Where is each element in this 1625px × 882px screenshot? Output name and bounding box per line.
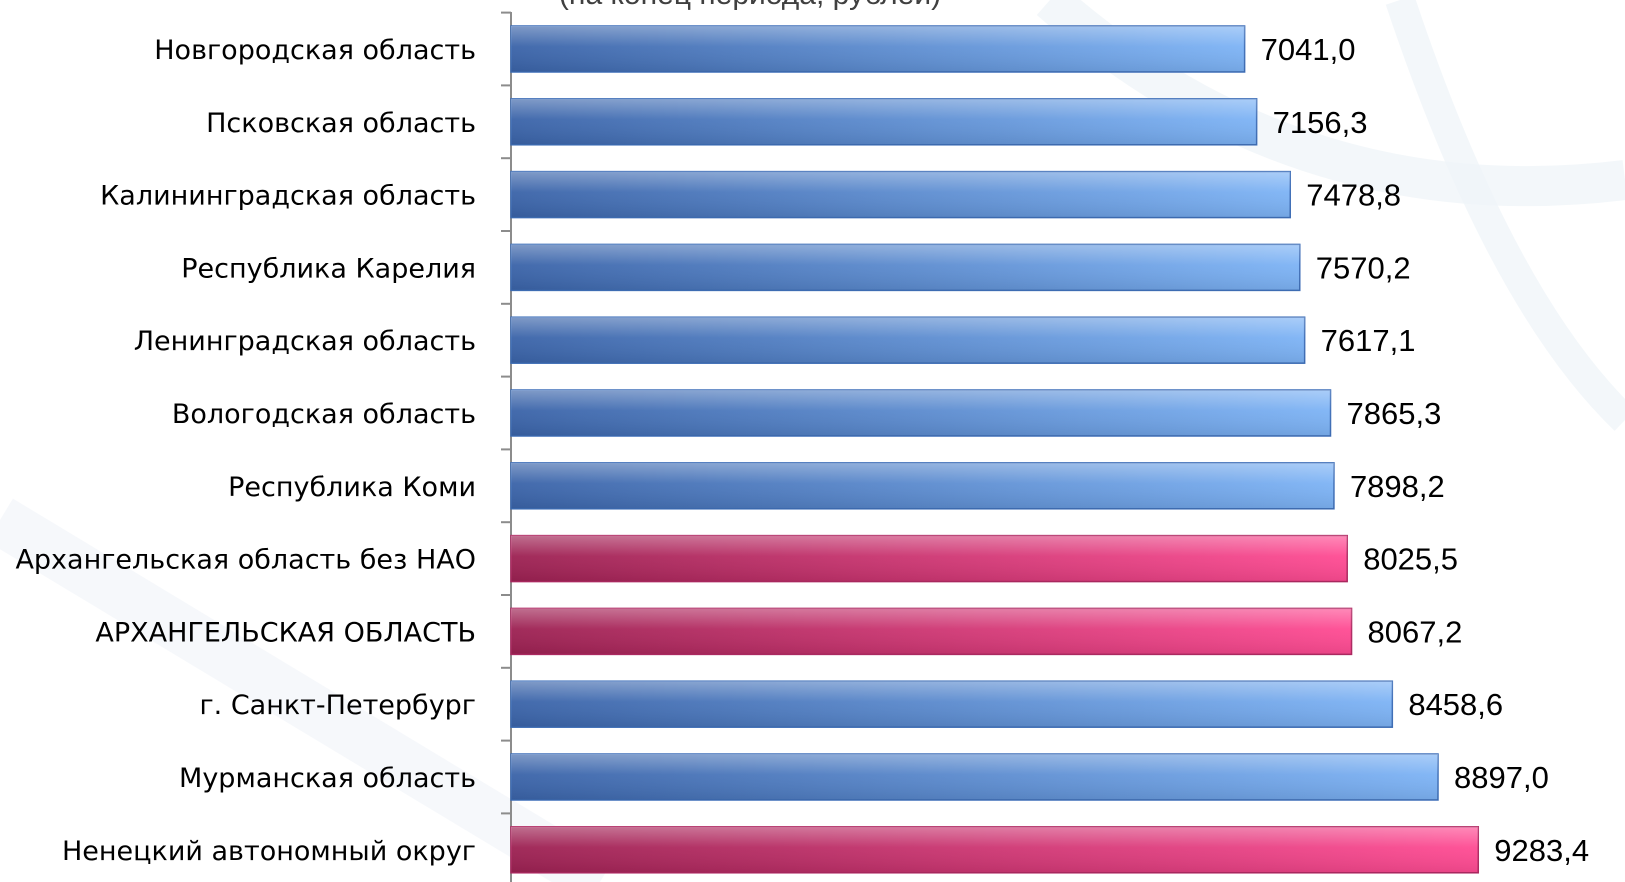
data-label: 7570,2 bbox=[1316, 250, 1411, 285]
bar-highlight bbox=[511, 535, 1348, 582]
bar-highlight bbox=[511, 98, 1257, 145]
data-label: 8067,2 bbox=[1368, 614, 1463, 649]
category-label: Архангельская область без НАО bbox=[15, 545, 476, 576]
bar-highlight bbox=[511, 390, 1331, 436]
data-label: 9283,4 bbox=[1494, 833, 1589, 868]
bar-highlight bbox=[511, 244, 1300, 291]
bar-highlight bbox=[511, 317, 1305, 364]
bar-highlight bbox=[511, 171, 1291, 218]
data-label: 8897,0 bbox=[1454, 760, 1549, 795]
bar-highlight bbox=[511, 681, 1393, 728]
bar-highlight bbox=[511, 608, 1352, 655]
category-label: АРХАНГЕЛЬСКАЯ ОБЛАСТЬ bbox=[95, 617, 476, 648]
data-label: 8458,6 bbox=[1408, 687, 1503, 722]
category-label: Новгородская область bbox=[154, 35, 476, 66]
data-label: 7617,1 bbox=[1321, 323, 1416, 358]
data-label: 7478,8 bbox=[1306, 178, 1401, 213]
data-label: 7865,3 bbox=[1347, 396, 1442, 431]
bar-highlight bbox=[511, 26, 1245, 72]
category-label: Мурманская область bbox=[179, 763, 476, 794]
y-axis bbox=[501, 11, 512, 882]
category-label: Калининградская область bbox=[100, 181, 476, 212]
data-label: 8025,5 bbox=[1363, 542, 1458, 577]
bar-highlight bbox=[511, 462, 1334, 509]
category-label: Ленинградская область bbox=[134, 326, 476, 357]
category-label: Республика Карелия bbox=[181, 253, 476, 284]
bar-highlight bbox=[511, 754, 1439, 800]
data-label: 7041,0 bbox=[1261, 32, 1356, 67]
category-label: Ненецкий автономный округ bbox=[62, 836, 476, 867]
bars bbox=[510, 25, 1480, 874]
category-label: г. Санкт-Петербург bbox=[199, 690, 476, 721]
category-label: Республика Коми bbox=[228, 472, 476, 503]
data-label: 7156,3 bbox=[1273, 105, 1368, 140]
value-labels: 7041,0 7156,3 7478,8 7570,2 7617,1 7865,3 7898… bbox=[1261, 32, 1589, 868]
category-labels: Новгородская область Псковская область Кал… bbox=[15, 35, 476, 867]
bar-highlight bbox=[511, 826, 1479, 873]
category-label: Вологодская область bbox=[172, 399, 476, 430]
data-label: 7898,2 bbox=[1350, 469, 1445, 504]
category-label: Псковская область bbox=[206, 108, 476, 139]
chart-subtitle: (на конец периода, рублей) bbox=[559, 0, 941, 11]
